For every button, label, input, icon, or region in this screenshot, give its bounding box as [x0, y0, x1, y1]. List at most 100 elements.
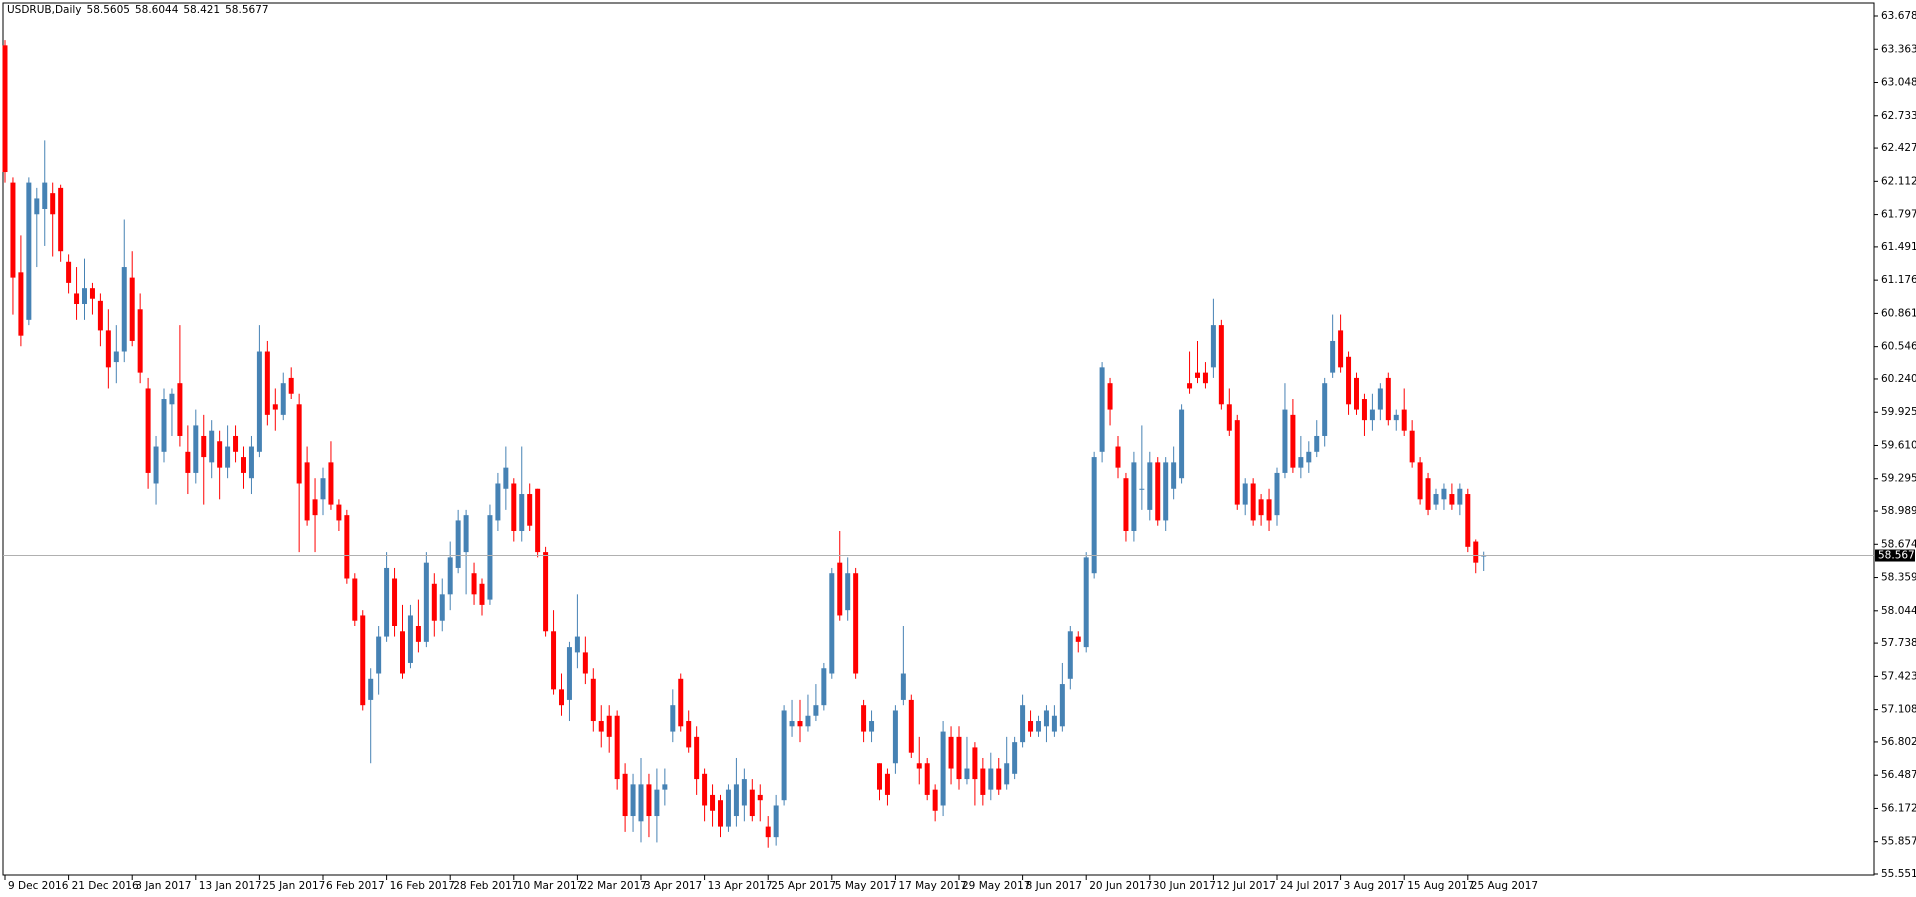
- candle-body: [1083, 557, 1089, 648]
- candle-body: [582, 652, 588, 674]
- candle-body: [241, 457, 246, 473]
- candle-body: [1417, 462, 1423, 500]
- candle-body: [487, 515, 493, 600]
- candle-body: [590, 678, 596, 722]
- candle-body: [1401, 409, 1407, 431]
- candle-body: [1187, 383, 1193, 389]
- x-tick-label: 22 Mar 2017: [580, 880, 647, 892]
- candle-body: [1131, 462, 1137, 531]
- candle-body: [1028, 721, 1034, 732]
- candle-body: [686, 721, 692, 748]
- candle-body: [670, 705, 676, 732]
- y-tick-label: 57.7380: [1881, 637, 1916, 649]
- candle-body: [519, 494, 525, 531]
- candle-body: [1202, 372, 1208, 384]
- candle-body: [765, 826, 771, 838]
- candle-body: [376, 636, 382, 674]
- title-value: 58.421: [183, 4, 220, 16]
- candle-body: [1218, 325, 1224, 405]
- candle-body: [829, 573, 835, 674]
- candle-body: [400, 631, 405, 674]
- candle-body: [1123, 478, 1129, 531]
- candle-body: [1250, 483, 1256, 521]
- candle-body: [1043, 710, 1049, 727]
- y-tick-label: 58.9890: [1881, 505, 1916, 517]
- candle-body: [66, 261, 72, 283]
- y-tick-label: 58.3590: [1881, 572, 1916, 584]
- candle-body: [1433, 494, 1439, 505]
- candle-body: [710, 794, 716, 811]
- candle-body: [702, 773, 708, 806]
- candle-body: [320, 478, 326, 500]
- y-tick-label: 62.4270: [1881, 142, 1916, 154]
- candle-body: [1449, 494, 1455, 505]
- candle-body: [304, 462, 310, 521]
- candle-body: [662, 784, 668, 790]
- candle-body: [74, 293, 80, 305]
- candle-body: [916, 763, 922, 769]
- candle-body: [948, 736, 954, 769]
- candle-body: [248, 446, 254, 479]
- candle-body: [972, 747, 978, 780]
- candle-body: [559, 689, 564, 706]
- x-tick-label: 29 May 2017: [962, 880, 1030, 892]
- candle-body: [805, 715, 811, 727]
- candle-body: [853, 573, 859, 674]
- candle-body: [1059, 684, 1065, 727]
- candle-body: [757, 794, 763, 801]
- candle-body: [924, 763, 930, 795]
- candle-body: [1242, 483, 1248, 505]
- y-tick-label: 60.8610: [1881, 307, 1916, 319]
- candle-body: [264, 351, 270, 415]
- x-tick-label: 21 Dec 2016: [72, 880, 139, 892]
- candle-body: [1075, 636, 1081, 642]
- candle-body: [773, 805, 779, 838]
- candle-body: [1067, 631, 1073, 679]
- y-tick-label: 57.1080: [1881, 704, 1916, 716]
- candle-body: [18, 272, 24, 336]
- candle-body: [384, 567, 390, 637]
- x-tick-label: 24 Jul 2017: [1280, 880, 1339, 892]
- candle-body: [1425, 478, 1431, 510]
- candle-body: [161, 399, 167, 452]
- candle-body: [900, 673, 906, 700]
- candle-body: [845, 573, 851, 611]
- x-tick-label: 13 Jan 2017: [199, 880, 262, 892]
- candle-body: [654, 789, 660, 817]
- candle-body: [1258, 499, 1264, 516]
- candle-body: [121, 267, 127, 352]
- candle-body: [1234, 420, 1240, 505]
- candle-body: [153, 446, 159, 484]
- candle-body: [217, 441, 223, 468]
- candle-body: [988, 768, 994, 790]
- y-tick-label: 62.7330: [1881, 110, 1916, 122]
- candle-body: [1473, 541, 1479, 563]
- candle-body: [884, 773, 890, 795]
- candle-body: [1441, 488, 1447, 500]
- candle-body: [1012, 742, 1018, 774]
- candle-body: [1036, 721, 1041, 732]
- candle-body: [1139, 488, 1145, 490]
- x-tick-label: 16 Feb 2017: [390, 880, 455, 892]
- candle-body: [1290, 414, 1296, 468]
- candle-body: [646, 784, 652, 817]
- title-value: 58.5605: [87, 4, 130, 16]
- y-tick-label: 58.6740: [1881, 538, 1916, 550]
- candle-body: [892, 710, 898, 764]
- candle-body: [113, 351, 119, 363]
- candle-body: [225, 446, 231, 468]
- candle-body: [574, 636, 580, 653]
- candle-body: [185, 451, 191, 473]
- candle-body: [201, 435, 207, 458]
- x-tick-label: 28 Feb 2017: [453, 880, 518, 892]
- candle-body: [1306, 451, 1312, 463]
- candle-body: [479, 583, 485, 605]
- x-tick-label: 15 Aug 2017: [1407, 880, 1474, 892]
- candle-body: [407, 615, 413, 663]
- candle-body: [1020, 705, 1026, 743]
- candle-body: [455, 520, 461, 568]
- candle-body: [1361, 399, 1367, 421]
- x-tick-label: 20 Jun 2017: [1089, 880, 1152, 892]
- candle-body: [328, 462, 334, 505]
- candle-body: [1051, 715, 1057, 732]
